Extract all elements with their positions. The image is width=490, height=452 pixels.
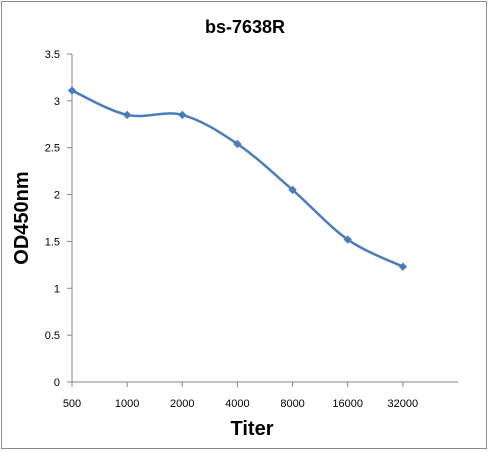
data-point-marker <box>178 110 187 120</box>
y-tick-label: 1 <box>54 283 60 295</box>
x-tick-label: 16000 <box>332 398 363 410</box>
y-axis-title: OD450nm <box>11 171 33 264</box>
x-tick-label: 8000 <box>280 398 304 410</box>
x-axis-title: Titer <box>231 418 274 440</box>
x-tick-label: 2000 <box>170 398 194 410</box>
y-tick-label: 3.5 <box>45 49 60 61</box>
x-tick-label: 500 <box>63 398 81 410</box>
x-tick-label: 32000 <box>388 398 419 410</box>
y-tick-label: 1.5 <box>45 236 60 248</box>
series-line <box>71 89 404 268</box>
x-tick-label: 4000 <box>225 398 249 410</box>
x-axis-ticks: 500 1000 2000 4000 8000 16000 32000 <box>63 382 418 410</box>
data-point-marker <box>233 139 242 149</box>
y-tick-label: 3 <box>54 96 60 108</box>
data-point-marker <box>122 110 132 120</box>
y-tick-label: 0.5 <box>45 330 60 342</box>
data-point-marker <box>67 86 77 95</box>
data-point-marker <box>288 185 297 195</box>
x-tick-label: 1000 <box>115 398 139 410</box>
y-tick-label: 2 <box>54 190 60 202</box>
chart-title: bs-7638R <box>205 17 285 37</box>
y-axis-ticks: 0 0.5 1 1.5 2 2.5 3 3.5 <box>45 49 72 389</box>
series-markers <box>67 86 408 271</box>
y-tick-label: 0 <box>54 377 60 389</box>
y-tick-label: 2.5 <box>45 143 60 155</box>
data-point-marker <box>343 235 352 244</box>
data-point-marker <box>398 262 408 271</box>
